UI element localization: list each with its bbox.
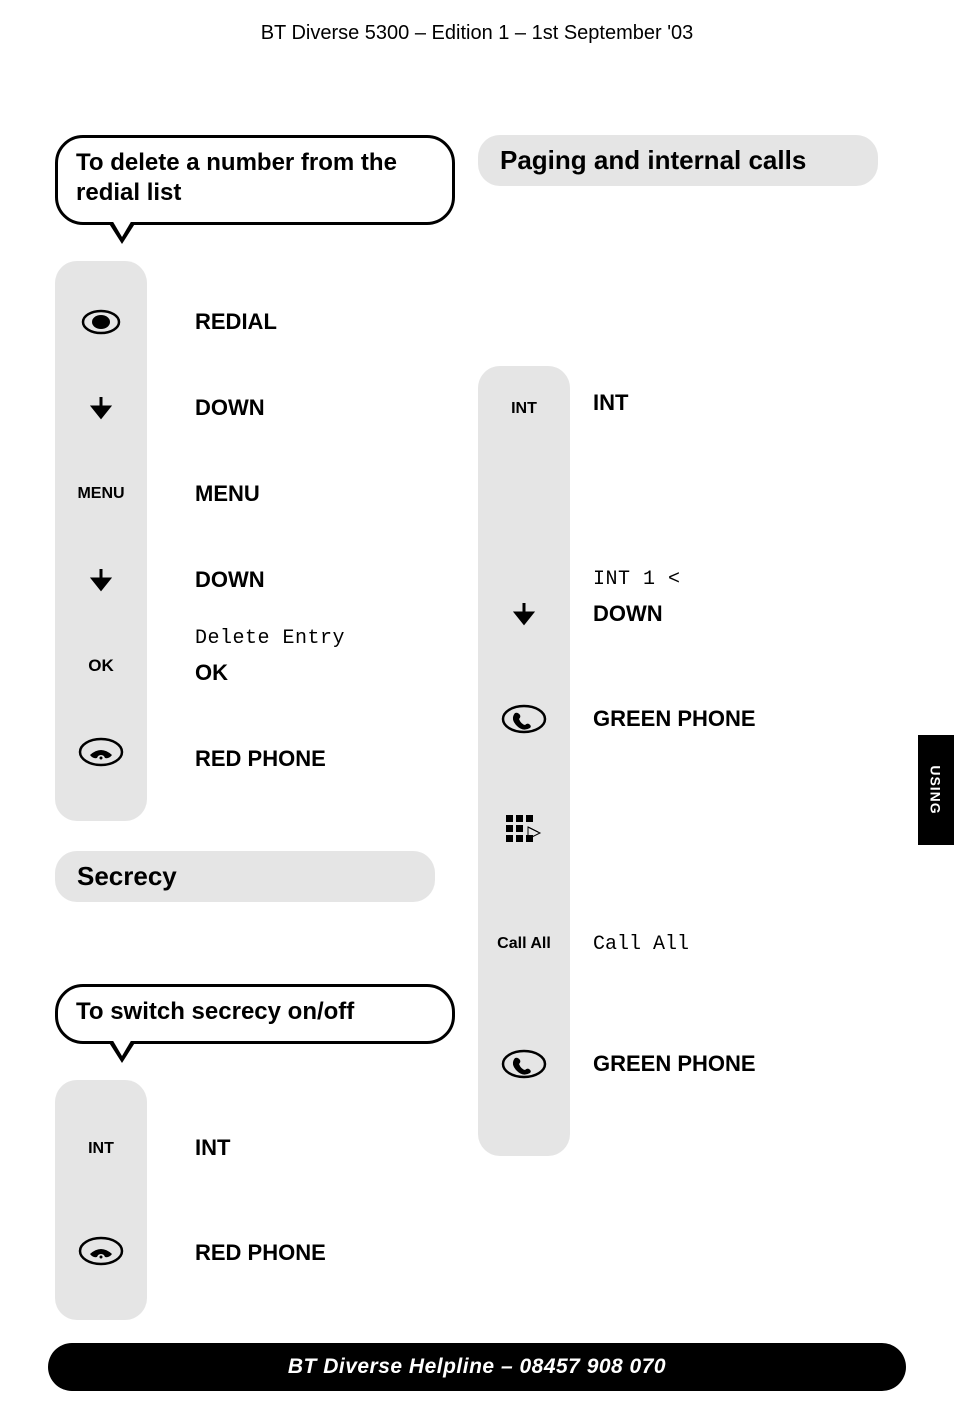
strip-delete-redial: MENU OK	[55, 261, 147, 821]
red-phone-icon	[55, 1208, 147, 1294]
call-all-button-icon: Call All	[478, 884, 570, 1004]
bubble-tail-icon	[108, 222, 136, 244]
bubble-delete-redial-text: To delete a number from the redial list	[76, 149, 397, 206]
label-call-all: Call All	[593, 884, 756, 1004]
call-all-button-label: Call All	[497, 935, 551, 953]
green-phone-icon	[478, 664, 570, 774]
labels-paging: INT INT 1 < DOWN GREEN PHONE Call All GR…	[593, 384, 756, 1124]
label-red-phone: RED PHONE	[195, 1198, 326, 1308]
label-down: DOWN	[593, 601, 663, 627]
down-arrow-icon	[478, 564, 570, 664]
label-int: INT	[195, 1098, 326, 1198]
bubble-delete-redial: To delete a number from the redial list	[55, 135, 455, 225]
label-green-phone: GREEN PHONE	[593, 664, 756, 774]
int-button-icon: INT	[55, 1106, 147, 1192]
strip-paging: INT Call All	[478, 366, 570, 1156]
menu-button-icon: MENU	[55, 451, 147, 537]
display-delete-entry: Delete Entry	[195, 627, 345, 650]
int-button-label: INT	[88, 1140, 114, 1158]
label-int: INT	[593, 384, 756, 564]
down-arrow-icon	[55, 365, 147, 451]
display-int1: INT 1 <	[593, 568, 681, 591]
labels-secrecy: INT RED PHONE	[195, 1098, 326, 1308]
label-down-group: INT 1 < DOWN	[593, 564, 756, 664]
side-tab-using: USING	[918, 735, 954, 845]
label-keypad-blank	[593, 774, 756, 884]
red-phone-icon	[55, 709, 147, 795]
down-arrow-icon	[55, 537, 147, 623]
section-paging: Paging and internal calls	[478, 135, 878, 186]
label-down: DOWN	[195, 537, 345, 623]
label-ok: OK	[195, 660, 228, 686]
left-column: To delete a number from the redial list …	[55, 135, 455, 1320]
section-secrecy: Secrecy	[55, 851, 435, 902]
footer-helpline: BT Diverse Helpline – 08457 908 070	[48, 1343, 906, 1391]
strip-secrecy: INT	[55, 1080, 147, 1320]
menu-button-label: MENU	[77, 485, 124, 503]
redial-dot-icon	[55, 279, 147, 365]
label-ok-group: Delete Entry OK	[195, 623, 345, 723]
bubble-switch-secrecy: To switch secrecy on/off	[55, 984, 455, 1044]
labels-delete-redial: REDIAL DOWN MENU DOWN Delete Entry OK RE…	[195, 279, 345, 795]
ok-button-icon: OK	[55, 623, 147, 709]
int-button-icon: INT	[478, 384, 570, 564]
int-button-label: INT	[511, 400, 537, 418]
ok-button-label: OK	[88, 656, 114, 676]
label-red-phone: RED PHONE	[195, 723, 345, 795]
page-header: BT Diverse 5300 – Edition 1 – 1st Septem…	[0, 22, 954, 45]
label-green-phone: GREEN PHONE	[593, 1004, 756, 1124]
keypad-icon	[478, 774, 570, 884]
right-column: Paging and internal calls INT	[478, 135, 878, 1156]
bubble-switch-secrecy-text: To switch secrecy on/off	[76, 998, 354, 1025]
label-redial: REDIAL	[195, 279, 345, 365]
label-menu: MENU	[195, 451, 345, 537]
label-down: DOWN	[195, 365, 345, 451]
green-phone-icon	[478, 1004, 570, 1124]
side-tab-label: USING	[928, 765, 944, 814]
bubble-tail-icon	[108, 1041, 136, 1063]
